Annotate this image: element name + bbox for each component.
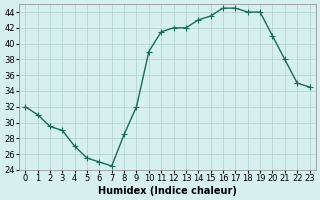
- X-axis label: Humidex (Indice chaleur): Humidex (Indice chaleur): [98, 186, 237, 196]
